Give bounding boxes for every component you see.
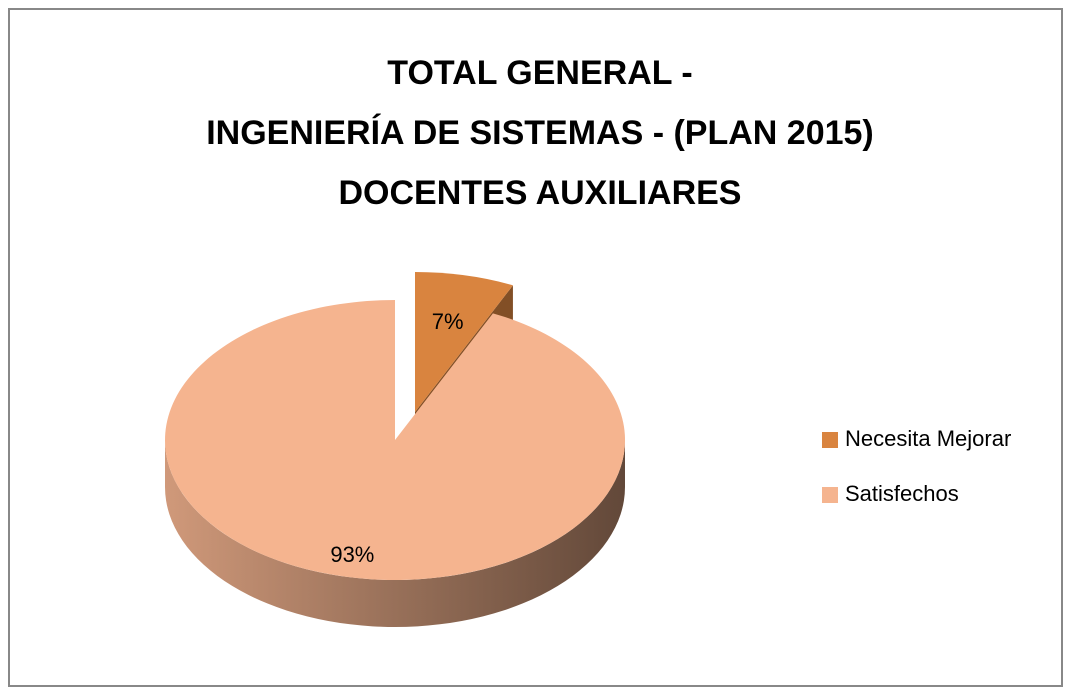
chart-title: TOTAL GENERAL - bbox=[387, 54, 692, 92]
legend-swatch bbox=[822, 432, 838, 448]
data-label: 7% bbox=[432, 309, 464, 334]
legend-label: Satisfechos bbox=[845, 481, 959, 506]
pie-slice bbox=[165, 300, 626, 581]
legend-label: Necesita Mejorar bbox=[845, 426, 1011, 451]
data-label: 93% bbox=[330, 542, 374, 567]
pie-slice bbox=[415, 272, 513, 412]
chart-title: INGENIERÍA DE SISTEMAS - (PLAN 2015) bbox=[206, 114, 874, 152]
legend-swatch bbox=[822, 487, 838, 503]
chart-title: DOCENTES AUXILIARES bbox=[338, 174, 741, 212]
pie-side bbox=[165, 440, 625, 627]
